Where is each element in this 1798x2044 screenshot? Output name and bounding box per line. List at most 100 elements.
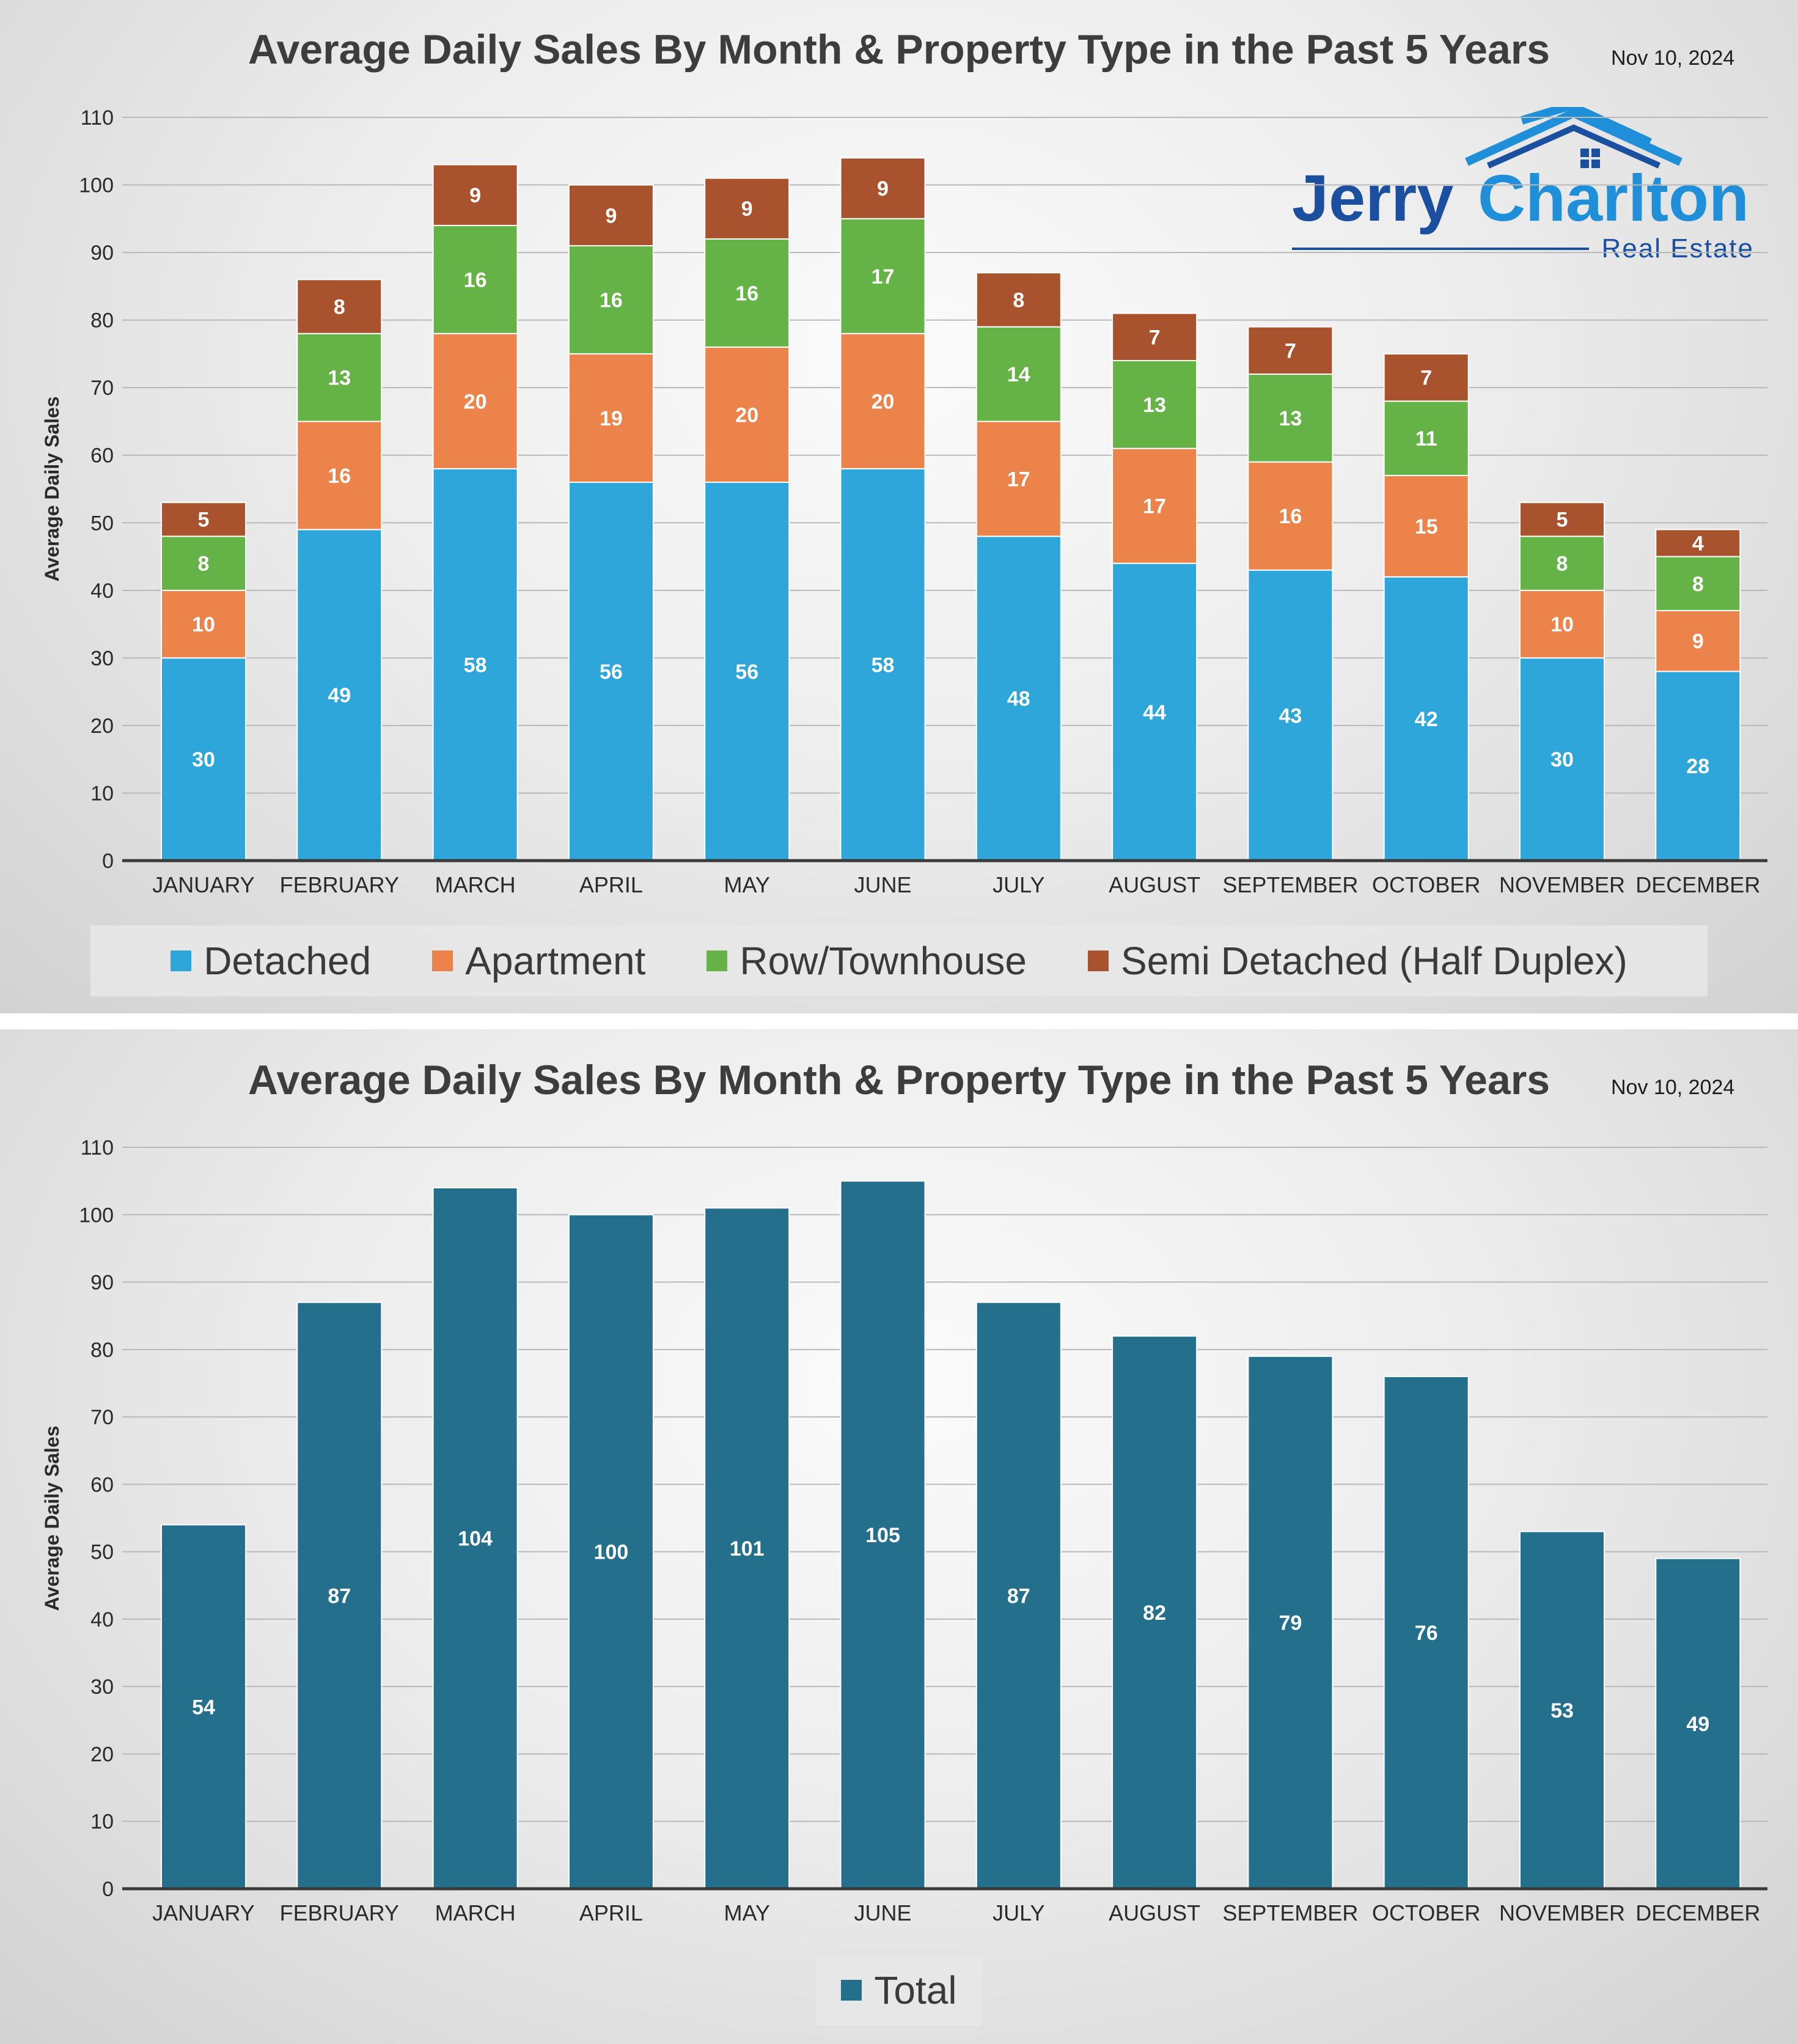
data-label: 20 <box>464 390 487 413</box>
data-label: 8 <box>334 296 345 319</box>
bar-apartment <box>1655 609 1741 672</box>
bar-total <box>296 1301 383 1889</box>
bar-semi-detached-half-duplex- <box>296 279 383 334</box>
x-tick-label: NOVEMBER <box>1499 872 1625 897</box>
legend-swatch <box>171 950 192 971</box>
bar-group: 30 10 8 5 <box>161 502 246 861</box>
bar-group: 28 9 8 4 <box>1655 529 1741 862</box>
data-label: 42 <box>1415 708 1438 731</box>
data-label: 5 <box>1557 509 1568 532</box>
bar-apartment <box>1383 474 1469 578</box>
y-tick-label: 50 <box>90 1541 114 1564</box>
y-tick-label: 70 <box>90 377 114 400</box>
bar-semi-detached-half-duplex- <box>161 502 246 537</box>
x-tick-label: JUNE <box>854 872 911 897</box>
y-tick-label: 20 <box>90 715 114 738</box>
bar-semi-detached-half-duplex- <box>432 164 518 226</box>
stacked-bar-chart: 0 10 20 30 40 50 60 70 80 90 100 110 Average Daily S… <box>41 106 1767 897</box>
x-tick-label: OCTOBER <box>1372 1900 1480 1925</box>
x-tick-label: JUNE <box>854 1900 911 1925</box>
bar-detached <box>568 481 654 861</box>
total-chart-panel: Average Daily Sales By Month & Property … <box>0 1029 1798 2044</box>
data-label: 15 <box>1415 515 1438 539</box>
data-label: 30 <box>1550 748 1574 771</box>
chart-title: Average Daily Sales By Month & Property … <box>248 26 1550 73</box>
bar-group: 30 10 8 5 <box>1519 502 1605 861</box>
x-tick-label: DECEMBER <box>1635 872 1760 897</box>
x-tick-label: JANUARY <box>152 872 254 897</box>
y-tick-label: 110 <box>81 106 114 130</box>
chart-legend: Detached Apartment Row/Townhouse Semi Detac… <box>90 925 1708 996</box>
x-tick-label: FEBRUARY <box>280 1900 399 1925</box>
data-label: 9 <box>877 177 889 200</box>
x-tick-label: SEPTEMBER <box>1222 872 1358 897</box>
bar-detached <box>296 529 383 861</box>
data-label: 16 <box>464 268 487 292</box>
bar-group: 43 16 13 7 <box>1247 326 1334 861</box>
bar-detached <box>161 657 246 861</box>
y-tick-label: 70 <box>90 1406 114 1429</box>
bar-apartment <box>1247 461 1334 571</box>
chart-date: Nov 10, 2024 <box>1611 46 1735 70</box>
x-tick-label: MAY <box>724 872 770 897</box>
logo-text-first: Jerry <box>1292 161 1453 235</box>
legend-swatch <box>432 950 453 971</box>
bar-detached <box>975 535 1062 861</box>
legend-label: Detached <box>204 939 372 983</box>
y-tick-label: 20 <box>90 1743 114 1766</box>
gridlines <box>122 117 1767 794</box>
bar-group: 56 20 16 9 <box>704 177 790 861</box>
data-label: 101 <box>730 1537 765 1561</box>
data-label: 58 <box>871 653 895 677</box>
bar-detached <box>432 468 518 861</box>
bar-row-townhouse <box>296 333 383 422</box>
data-label: 20 <box>871 390 895 413</box>
data-label: 8 <box>1692 573 1704 596</box>
bar-total <box>840 1180 926 1890</box>
bar-group: 54 <box>161 1524 246 1889</box>
bar-row-townhouse <box>161 535 246 591</box>
data-label: 14 <box>1007 363 1030 386</box>
data-label: 5 <box>198 509 210 532</box>
data-label: 7 <box>1149 326 1161 349</box>
data-label: 30 <box>192 748 215 771</box>
bar-total <box>1383 1375 1469 1889</box>
y-tick-label: 60 <box>90 1473 114 1496</box>
y-tick-label: 30 <box>90 647 114 670</box>
bar-total <box>1247 1355 1334 1889</box>
x-tick-label: FEBRUARY <box>280 872 399 897</box>
data-label: 20 <box>735 403 758 427</box>
y-tick-label: 10 <box>90 782 114 805</box>
bar-total <box>432 1187 518 1889</box>
y-tick-label: 110 <box>81 1136 114 1160</box>
bar-group: 42 15 11 7 <box>1383 353 1469 862</box>
y-axis-label: Average Daily Sales <box>41 397 63 582</box>
bar-row-townhouse <box>704 238 790 348</box>
bar-total <box>1655 1557 1741 1889</box>
bar-group: 87 <box>296 1301 383 1889</box>
bar-semi-detached-half-duplex- <box>840 157 926 219</box>
bar-semi-detached-half-duplex- <box>568 184 654 247</box>
data-label: 9 <box>1692 630 1704 653</box>
x-tick-label: JANUARY <box>152 1900 254 1925</box>
data-label: 8 <box>198 553 210 576</box>
data-label: 79 <box>1279 1611 1302 1634</box>
data-label: 54 <box>192 1696 215 1719</box>
data-label: 10 <box>1550 613 1574 636</box>
data-label: 28 <box>1686 755 1709 778</box>
bar-group: 104 <box>432 1187 518 1889</box>
data-label: 48 <box>1007 688 1030 711</box>
data-label: 13 <box>328 367 351 390</box>
bar-total <box>1519 1531 1605 1889</box>
bar-group: 44 17 13 7 <box>1112 312 1198 861</box>
bar-apartment <box>296 421 383 531</box>
bar-apartment <box>568 353 654 483</box>
data-label: 4 <box>1692 532 1704 555</box>
bar-total <box>1112 1335 1198 1890</box>
data-label: 17 <box>1007 468 1030 491</box>
bar-total <box>704 1207 790 1889</box>
bar-semi-detached-half-duplex- <box>1383 353 1469 402</box>
data-label: 7 <box>1420 367 1432 390</box>
data-label: 16 <box>328 465 351 488</box>
legend-swatch <box>706 950 728 971</box>
